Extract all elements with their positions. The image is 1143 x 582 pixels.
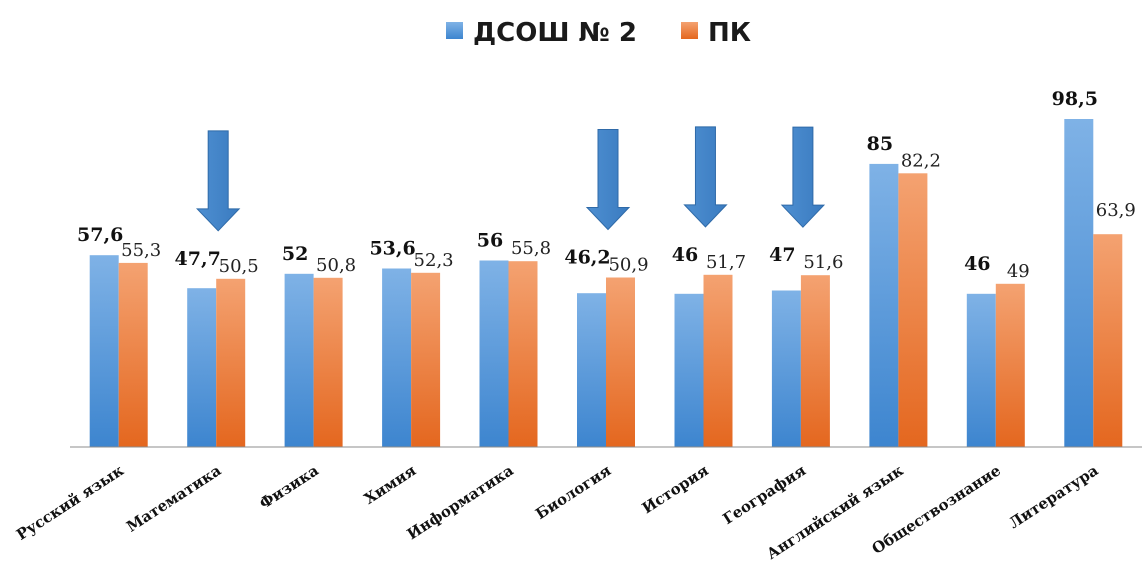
- data-label: 63,9: [1096, 200, 1136, 221]
- down-arrow-icon: [196, 130, 241, 232]
- data-label: 55,3: [121, 240, 161, 261]
- data-label: 50,9: [608, 255, 648, 276]
- data-label: 82,2: [901, 150, 941, 171]
- data-label: 85: [867, 133, 893, 155]
- legend-label-series-1: ПК: [708, 18, 751, 48]
- x-tick-label: Русский язык: [13, 461, 127, 544]
- bar-series-0: [284, 273, 314, 447]
- down-arrow-icon: [683, 126, 728, 228]
- bar-series-0: [89, 255, 119, 447]
- x-tick-label: Химия: [361, 461, 419, 508]
- x-tick-label: Литература: [1006, 461, 1102, 532]
- legend: ДСОШ № 2 ПК: [446, 18, 751, 48]
- data-label: 98,5: [1052, 88, 1098, 110]
- bar-series-1: [118, 262, 148, 447]
- bar-series-0: [1064, 119, 1094, 447]
- x-tick-label: Биология: [532, 461, 614, 523]
- bar-series-1: [995, 283, 1025, 447]
- down-arrow-icon: [780, 126, 826, 228]
- data-label: 46: [672, 244, 698, 266]
- bar-series-0: [187, 288, 217, 447]
- bar-series-1: [508, 261, 538, 447]
- data-label: 55,8: [511, 238, 551, 259]
- x-tick-label: Информатика: [404, 461, 517, 543]
- data-label: 46,2: [564, 247, 610, 269]
- data-label: 47,7: [175, 248, 221, 270]
- x-tick-label: География: [720, 461, 810, 528]
- bar-series-1: [606, 277, 635, 447]
- data-label: 57,6: [77, 224, 123, 246]
- data-label: 51,6: [803, 252, 843, 273]
- bar-series-0: [771, 290, 801, 447]
- bar-series-1: [1093, 234, 1123, 447]
- bar-series-0: [382, 268, 412, 447]
- bar-series-1: [703, 274, 733, 447]
- bar-series-0: [479, 260, 509, 447]
- data-label: 51,7: [706, 252, 746, 273]
- bar-series-0: [577, 293, 606, 447]
- data-label: 53,6: [369, 238, 415, 260]
- legend-swatch-series-1: [681, 22, 698, 39]
- bar-series-1: [411, 272, 441, 447]
- annotation-arrows: [196, 126, 826, 232]
- x-tick-label: Математика: [123, 461, 224, 536]
- data-label: 50,8: [316, 255, 356, 276]
- legend-swatch-series-0: [446, 22, 463, 39]
- data-label: 52: [282, 243, 308, 265]
- legend-label-series-0: ДСОШ № 2: [473, 18, 637, 48]
- value-labels: 57,655,3 47,750,5 52 50,8 53,652,3 56 55,8 46,2…: [77, 88, 1136, 282]
- bar-series-1: [216, 278, 246, 447]
- data-label: 56: [477, 230, 503, 252]
- bar-series-0: [966, 293, 996, 447]
- down-arrow-icon: [585, 129, 631, 231]
- bar-series-0: [869, 163, 899, 447]
- bars: [89, 119, 1123, 448]
- data-label: 49: [1007, 261, 1030, 282]
- data-label: 47: [769, 244, 795, 266]
- data-label: 50,5: [219, 256, 259, 277]
- bar-series-0: [674, 293, 704, 447]
- bar-series-1: [800, 275, 830, 447]
- bar-series-1: [898, 173, 928, 448]
- data-label: 52,3: [414, 250, 454, 271]
- x-tick-label: Физика: [256, 461, 322, 513]
- x-tick-label: История: [639, 461, 712, 517]
- data-label: 46: [964, 253, 990, 275]
- bar-series-1: [313, 277, 343, 447]
